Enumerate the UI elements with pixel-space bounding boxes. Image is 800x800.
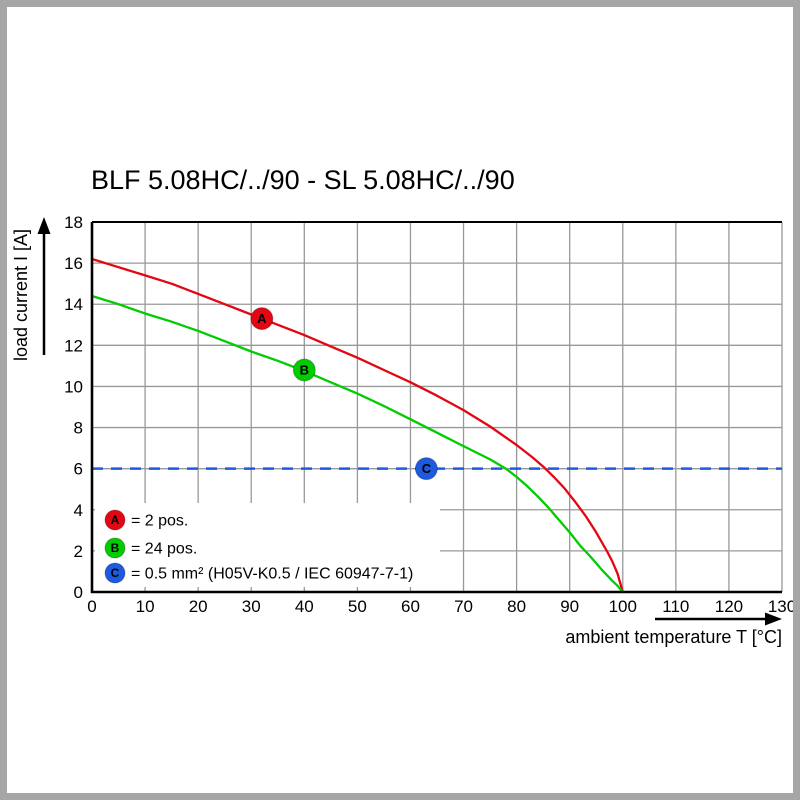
y-tick-label: 6 <box>74 460 83 479</box>
tick-labels: 0 10 20 30 40 50 60 70 80 90 100 110 120 130 0 2 4 6 8 10 12… <box>64 213 796 616</box>
legend-letter-C: C <box>111 566 120 580</box>
x-axis-label: ambient temperature T [°C] <box>565 627 782 647</box>
x-tick-label: 40 <box>295 597 314 616</box>
marker-label-B: B <box>300 363 309 378</box>
axis-arrows <box>37 217 782 626</box>
curve-A <box>90 257 624 594</box>
legend-letter-A: A <box>111 513 120 527</box>
legend-background <box>95 503 440 587</box>
marker-label-A: A <box>257 311 267 326</box>
derating-chart: ABC 0 10 20 30 40 50 60 70 80 90 100 110 120 13002468… <box>11 213 796 647</box>
y-tick-label: 18 <box>64 213 83 232</box>
marker-C <box>414 457 438 481</box>
y-axis-arrow-head <box>37 217 51 234</box>
y-tick-label: 8 <box>74 419 83 438</box>
curves <box>90 257 624 594</box>
y-tick-label: 2 <box>74 542 83 561</box>
legend-letter-B: B <box>111 541 120 555</box>
legend-swatch-A <box>104 509 126 531</box>
y-tick-label: 4 <box>74 501 83 520</box>
x-tick-label: 20 <box>189 597 208 616</box>
x-tick-label: 130 <box>768 597 796 616</box>
x-tick-label: 0 <box>87 597 96 616</box>
chart-title: BLF 5.08HC/../90 - SL 5.08HC/../90 <box>91 165 515 195</box>
x-tick-label: 50 <box>348 597 367 616</box>
y-tick-label: 10 <box>64 377 83 396</box>
legend-label-A: = 2 pos. <box>131 513 188 530</box>
x-tick-label: 120 <box>715 597 743 616</box>
legend-label-B: = 24 pos. <box>131 541 197 558</box>
marker-A <box>250 307 274 331</box>
legend-backdrop <box>95 503 440 587</box>
x-tick-label: 100 <box>609 597 637 616</box>
x-tick-label: 110 <box>662 597 689 616</box>
curve-B <box>90 294 624 594</box>
legend-swatch-C <box>104 562 126 584</box>
x-tick-label: 90 <box>560 597 579 616</box>
x-tick-label: 30 <box>242 597 261 616</box>
x-tick-label: 70 <box>454 597 473 616</box>
y-tick-label: 0 <box>74 583 83 602</box>
y-tick-label: 14 <box>64 295 83 314</box>
marker-B <box>292 358 316 382</box>
x-tick-label: 10 <box>136 597 155 616</box>
marker-label-C: C <box>422 461 432 476</box>
y-axis-label: load current I [A] <box>11 229 31 361</box>
x-tick-label: 80 <box>507 597 526 616</box>
curve-markers: A B C <box>250 307 438 481</box>
y-tick-label: 16 <box>64 254 83 273</box>
legend-label-C: = 0.5 mm² (H05V-K0.5 / IEC 60947-7-1) <box>131 566 413 583</box>
x-axis-arrow-head <box>765 612 782 626</box>
y-tick-label: 12 <box>64 336 83 355</box>
legend-swatch-B <box>104 537 126 559</box>
x-tick-label: 60 <box>401 597 420 616</box>
legend: A = 2 pos. B = 24 pos. C = 0.5 mm² (H05V-K0.5… <box>104 509 413 584</box>
axes <box>90 221 782 594</box>
